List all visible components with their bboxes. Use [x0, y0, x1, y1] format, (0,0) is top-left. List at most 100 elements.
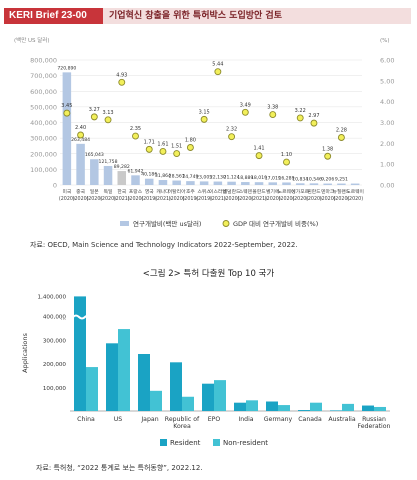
bar-value-label: 18,889 [237, 175, 253, 181]
bar-resident [170, 362, 182, 411]
gdp-ratio-dot [186, 144, 194, 151]
left-tick-label: 700,000 [30, 72, 57, 80]
brief-title: 기업혁신 창출을 위한 특허박스 도입방안 검토 [109, 11, 282, 21]
gdp-ratio-dot [104, 116, 112, 124]
bar-resident [138, 354, 150, 411]
category-year: (2021) [155, 196, 171, 202]
bar [309, 183, 319, 185]
x-category-label: China [77, 416, 95, 423]
bar [282, 182, 291, 185]
bar [186, 181, 195, 185]
category-label: 벨기에 [266, 188, 279, 195]
x-category-label: EPO [208, 416, 221, 423]
dot-value-label: 2.28 [336, 128, 347, 134]
x-category-label: US [114, 416, 123, 423]
y-tick-label: 100,000 [43, 386, 67, 392]
category-label: 뉴질랜드 [333, 188, 351, 195]
x-category-label: Japan [140, 416, 158, 423]
bar [144, 178, 154, 185]
left-tick-label: 0 [53, 182, 57, 190]
category-year: (2019) [196, 196, 212, 202]
dot-value-label: 2.97 [308, 113, 319, 119]
bar-value-label: 21,124 [224, 175, 240, 181]
bar-resident [330, 410, 342, 411]
dot-value-label: 1.10 [281, 152, 292, 158]
bar-value-label: 121,758 [99, 159, 118, 165]
bar-non-resident [310, 402, 322, 411]
dot-value-label: 1.80 [185, 138, 196, 144]
bar-non-resident [342, 403, 354, 411]
gdp-ratio-dot [324, 152, 332, 160]
category-label: 미국 [62, 188, 71, 195]
bar [350, 183, 360, 185]
bar-value-label: 16,289 [278, 175, 294, 181]
x-category-label: Canada [298, 416, 322, 423]
bar [199, 181, 209, 185]
category-label: 노르웨이 [346, 188, 364, 195]
bar-value-label: 40,186 [141, 172, 157, 178]
patent-chart: 1,400,000...400,000 300,000 200,000 100,000… [21, 295, 391, 448]
left-tick-label: 800,000 [30, 57, 57, 65]
bar [227, 181, 236, 185]
x-category-label: Federation [358, 423, 391, 430]
left-tick-label: 300,000 [30, 135, 57, 143]
bar [213, 181, 223, 185]
category-year: (2020) [224, 196, 240, 202]
legend-non-resident-swatch [213, 439, 220, 446]
dot-value-label: 1.38 [322, 146, 333, 152]
gdp-ratio-dot [269, 111, 277, 119]
dot-value-label: 3.38 [267, 105, 278, 111]
legend-non-resident-label: Non-resident [223, 439, 268, 447]
category-year: (2020) [279, 196, 295, 202]
category-label: 스웨덴 [239, 188, 253, 195]
gdp-ratio-dot [77, 131, 85, 139]
category-label: 덴마크 [321, 188, 335, 195]
y-tick-label: 1,400,000 [38, 295, 67, 301]
gdp-ratio-dot [200, 115, 208, 123]
category-year: (2020) [237, 196, 253, 202]
bar-non-resident [118, 329, 130, 411]
bar-value-label: 9,251 [335, 177, 348, 183]
bar-value-label: 263,484 [71, 137, 90, 143]
bar-non-resident [182, 396, 194, 411]
gdp-ratio-dot [118, 78, 126, 86]
category-label: 이탈리아 [168, 188, 186, 195]
gdp-ratio-dot [214, 68, 222, 76]
gdp-ratio-dot [241, 108, 249, 116]
bar [117, 171, 127, 185]
category-label: 한국 [117, 189, 126, 195]
bar-resident [298, 410, 310, 411]
left-tick-label: 500,000 [30, 103, 57, 111]
category-year: (2021) [210, 196, 226, 202]
fig2-title: <그림 2> 특허 다출원 Top 10 국가 [142, 269, 275, 279]
category-label: 폴란드 [252, 188, 266, 195]
bar-non-resident [374, 406, 386, 411]
category-year: (2019) [141, 196, 157, 202]
left-tick-label: 100,000 [30, 166, 57, 174]
bar-value-label: 61,942 [127, 168, 143, 174]
bar-value-label: 9,206 [321, 177, 334, 183]
axis-break-mark [72, 314, 98, 320]
bar-resident [74, 296, 86, 411]
bar [268, 182, 278, 185]
legend-resident-label: Resident [170, 439, 201, 447]
dot-value-label: 1.41 [253, 146, 264, 152]
bar-resident [234, 402, 246, 411]
x-category-label: Korea [173, 423, 191, 430]
gdp-ratio-dot [228, 133, 236, 141]
dot-value-label: 3.27 [89, 107, 100, 113]
bar-value-label: 10,546 [306, 176, 322, 182]
dot-value-label: 3.13 [102, 110, 113, 116]
category-year: (2020) [128, 196, 144, 202]
bar [62, 72, 72, 185]
category-year: (2020) [347, 196, 363, 202]
gdp-ratio-dot [145, 145, 153, 153]
bar-non-resident [214, 380, 226, 411]
gdp-ratio-dot [63, 109, 71, 117]
bar-non-resident [150, 390, 162, 411]
y-axis-label: Applications [21, 333, 29, 373]
bar [90, 159, 99, 185]
dot-value-label: 1.71 [144, 139, 155, 145]
category-year: (2020) [265, 196, 281, 202]
bar [131, 175, 140, 185]
